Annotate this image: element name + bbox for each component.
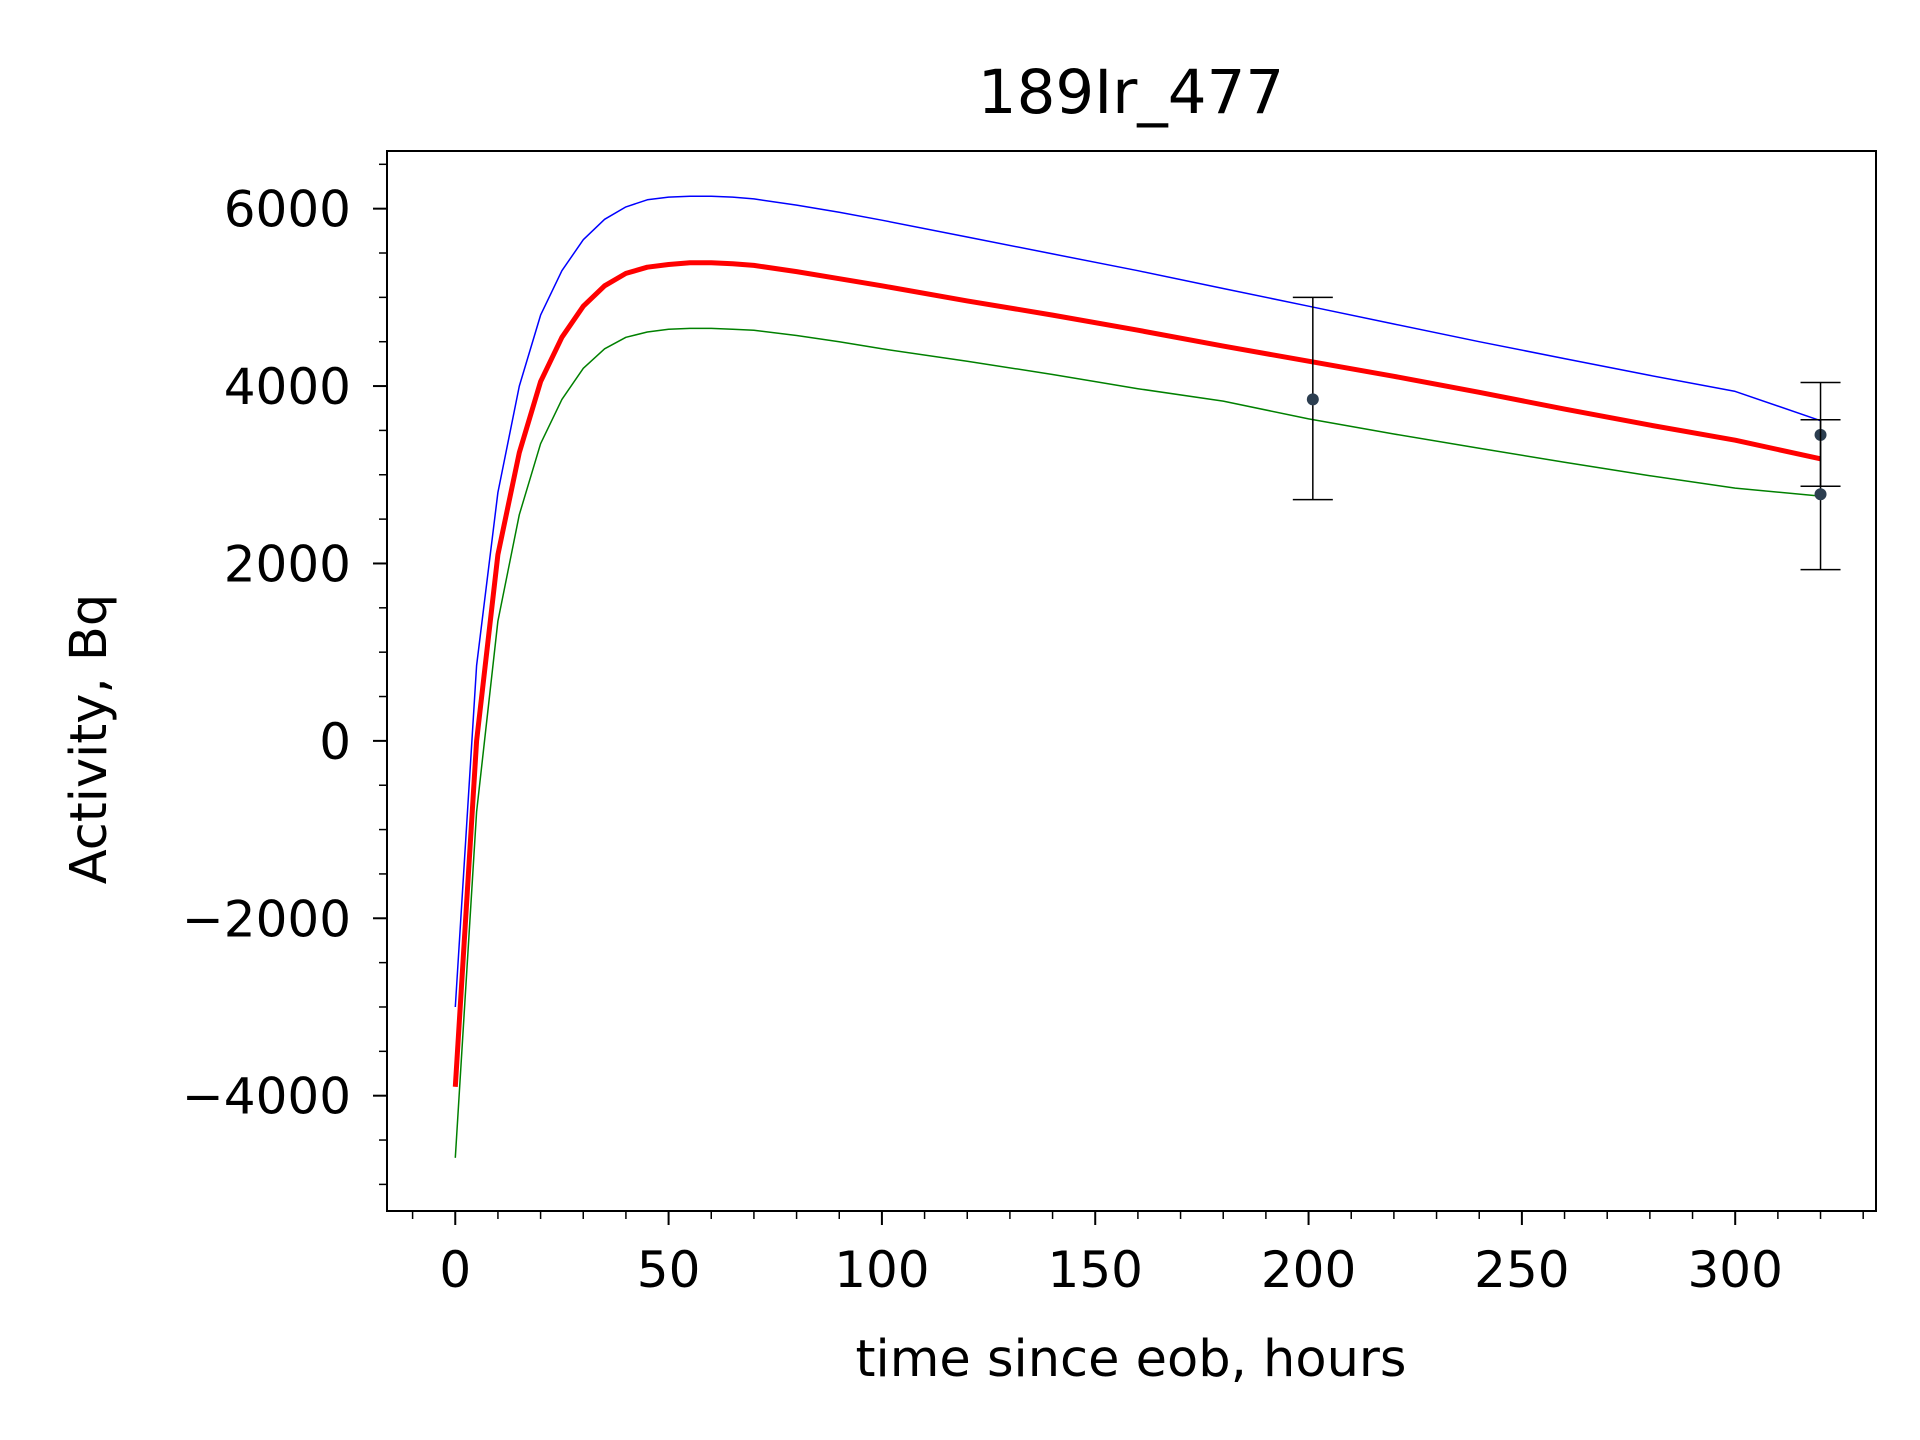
data-marker [1306, 393, 1319, 406]
data-marker [1814, 488, 1827, 501]
x-tick-label: 300 [1687, 1241, 1782, 1299]
x-axis: 0 50 100 150 200 250 300 [411, 1211, 1864, 1299]
x-tick-label: 50 [637, 1241, 701, 1299]
y-axis-label: Activity, Bq [60, 594, 119, 885]
series-line-upper [454, 195, 1821, 1008]
plot-area [386, 150, 1877, 1212]
x-tick-label: 200 [1261, 1241, 1356, 1299]
y-axis: −4000 −2000 0 2000 4000 6000 [182, 163, 387, 1186]
plot-frame [386, 150, 1877, 1212]
x-tick-label: 100 [834, 1241, 929, 1299]
y-tick-label: −4000 [182, 1068, 351, 1126]
chart-title: 189Ir_477 [978, 57, 1284, 128]
y-tick-label: 0 [319, 713, 351, 771]
x-tick-label: 150 [1048, 1241, 1143, 1299]
y-tick-label: 6000 [224, 181, 351, 239]
data-point-1 [1292, 296, 1333, 501]
x-axis-label: time since eob, hours [856, 1330, 1407, 1389]
data-point-3 [1800, 419, 1841, 571]
y-tick-label: 2000 [224, 535, 351, 593]
x-tick-label: 0 [439, 1241, 471, 1299]
series-line-lower [454, 327, 1821, 1158]
series-line-fit [452, 260, 1822, 1087]
x-tick-label: 250 [1474, 1241, 1569, 1299]
y-tick-label: 4000 [224, 358, 351, 416]
y-tick-label: −2000 [182, 890, 351, 948]
